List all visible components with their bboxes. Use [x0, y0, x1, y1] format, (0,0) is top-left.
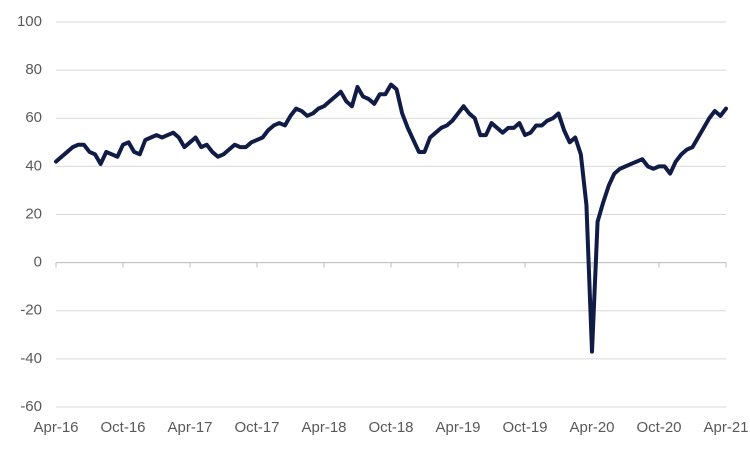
y-tick-label: 20: [25, 205, 42, 222]
y-tick-label: 40: [25, 157, 42, 174]
y-tick-label: -60: [20, 398, 42, 415]
x-tick-label: Apr-19: [435, 419, 480, 436]
y-tick-label: 0: [34, 254, 42, 271]
line: [54, 82, 728, 354]
y-tick-label: 100: [17, 13, 42, 30]
x-tick-label: Apr-16: [33, 419, 78, 436]
x-tick-label: Oct-17: [234, 419, 279, 436]
x-tick-label: Oct-18: [368, 419, 413, 436]
x-tick-label: Apr-18: [301, 419, 346, 436]
y-tick-label: 80: [25, 61, 42, 78]
x-tick-label: Oct-16: [100, 419, 145, 436]
x-tick-label: Apr-20: [569, 419, 614, 436]
x-tick-label: Oct-20: [636, 419, 681, 436]
y-tick-label: -20: [20, 302, 42, 319]
x-tick-label: Apr-17: [167, 419, 212, 436]
y-tick-label: 60: [25, 109, 42, 126]
x-tick-label: Oct-19: [502, 419, 547, 436]
y-tick-label: -40: [20, 350, 42, 367]
x-tick-label: Apr-21: [703, 419, 748, 436]
